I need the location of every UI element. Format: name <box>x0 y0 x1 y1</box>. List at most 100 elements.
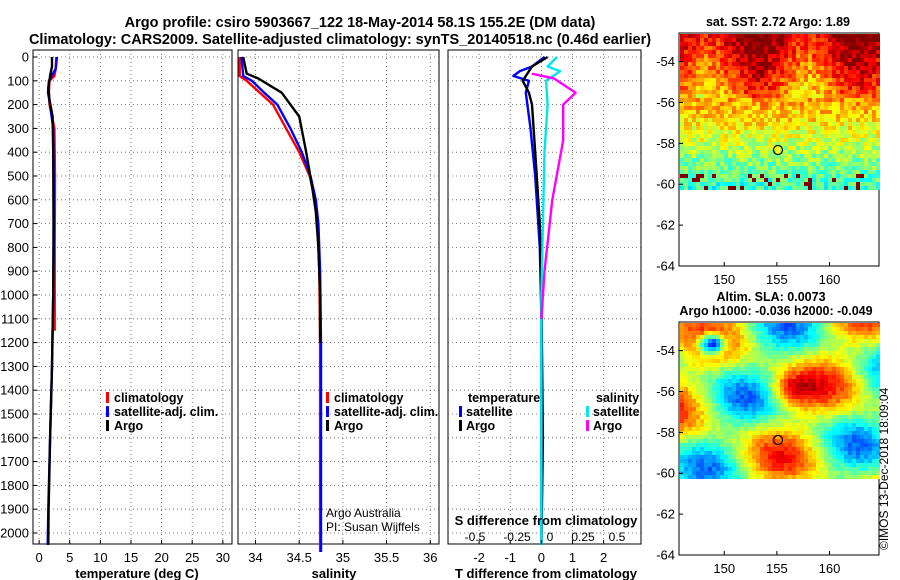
sst-cell <box>748 158 752 162</box>
sla-cell <box>688 427 692 431</box>
sla-cell <box>752 363 756 367</box>
sla-cell <box>720 355 724 359</box>
sst-cell <box>692 70 696 74</box>
sla-cell <box>872 475 876 479</box>
sla-cell <box>832 451 836 455</box>
sla-cell <box>844 359 848 363</box>
sla-cell <box>856 331 860 335</box>
sst-cell <box>772 42 776 46</box>
sla-cell <box>696 387 700 391</box>
sla-cell <box>820 471 824 475</box>
sla-cell <box>804 431 808 435</box>
sst-cell <box>688 158 692 162</box>
sst-cell <box>860 98 864 102</box>
sla-cell <box>720 375 724 379</box>
sst-cell <box>864 110 868 114</box>
sla-cell <box>832 407 836 411</box>
sst-cell <box>796 142 800 146</box>
sst-cell <box>764 86 768 90</box>
sst-cell <box>844 142 848 146</box>
sla-cell <box>796 459 800 463</box>
sla-cell <box>804 375 808 379</box>
sla-cell <box>788 407 792 411</box>
sla-cell <box>692 415 696 419</box>
sla-cell <box>872 431 876 435</box>
sst-cell <box>776 134 780 138</box>
sst-cell <box>692 94 696 98</box>
sst-cell <box>788 74 792 78</box>
sla-cell <box>704 415 708 419</box>
sla-cell <box>824 415 828 419</box>
sst-cell <box>728 34 732 38</box>
sst-cell <box>840 86 844 90</box>
sst-cell <box>784 70 788 74</box>
sst-cell <box>824 174 828 178</box>
sst-cell <box>760 142 764 146</box>
sla-cell <box>864 415 868 419</box>
sla-cell <box>756 463 760 467</box>
sla-cell <box>716 423 720 427</box>
sst-cell <box>812 162 816 166</box>
sla-cell <box>800 407 804 411</box>
sla-cell <box>836 423 840 427</box>
sst-cell <box>704 98 708 102</box>
sla-cell <box>800 351 804 355</box>
sla-cell <box>864 423 868 427</box>
sst-cell <box>780 58 784 62</box>
sst-cell <box>876 106 880 110</box>
sst-cell <box>780 50 784 54</box>
sla-cell <box>716 395 720 399</box>
sla-cell <box>864 459 868 463</box>
sla-cell <box>772 371 776 375</box>
sla-cell <box>732 427 736 431</box>
sla-cell <box>728 359 732 363</box>
sst-cell <box>704 150 708 154</box>
sst-cell <box>864 134 868 138</box>
sla-cell <box>812 471 816 475</box>
sst-cell <box>728 114 732 118</box>
sst-cell <box>768 98 772 102</box>
sla-cell <box>800 323 804 327</box>
sst-cell <box>772 102 776 106</box>
sst-cell <box>752 82 756 86</box>
sla-cell <box>740 367 744 371</box>
sst-cell <box>680 46 684 50</box>
sst-cell <box>816 174 820 178</box>
sla-cell <box>800 419 804 423</box>
sst-cell <box>788 130 792 134</box>
sla-cell <box>844 323 848 327</box>
sla-cell <box>792 463 796 467</box>
sla-cell <box>792 423 796 427</box>
sla-cell <box>840 423 844 427</box>
sst-cell <box>760 106 764 110</box>
sla-cell <box>708 403 712 407</box>
sst-cell <box>728 118 732 122</box>
sla-cell <box>680 335 684 339</box>
sst-cell <box>696 146 700 150</box>
sla-cell <box>744 327 748 331</box>
sst-cell <box>868 58 872 62</box>
sla-cell <box>772 415 776 419</box>
sla-cell <box>868 427 872 431</box>
sla-cell <box>712 339 716 343</box>
sst-cell <box>784 42 788 46</box>
sst-cell <box>736 126 740 130</box>
sst-cell <box>780 122 784 126</box>
sla-cell <box>724 351 728 355</box>
sst-cell <box>776 70 780 74</box>
sla-cell <box>764 399 768 403</box>
sst-cell <box>804 90 808 94</box>
sst-cell <box>760 102 764 106</box>
sst-cell <box>864 150 868 154</box>
sst-cell <box>856 66 860 70</box>
sla-cell <box>872 435 876 439</box>
sst-cell <box>876 66 880 70</box>
sst-cell <box>796 126 800 130</box>
sla-cell <box>788 427 792 431</box>
sla-cell <box>796 351 800 355</box>
sla-cell <box>712 467 716 471</box>
sst-cell <box>700 158 704 162</box>
sla-cell <box>780 343 784 347</box>
sla-cell <box>768 455 772 459</box>
sst-cell <box>704 134 708 138</box>
